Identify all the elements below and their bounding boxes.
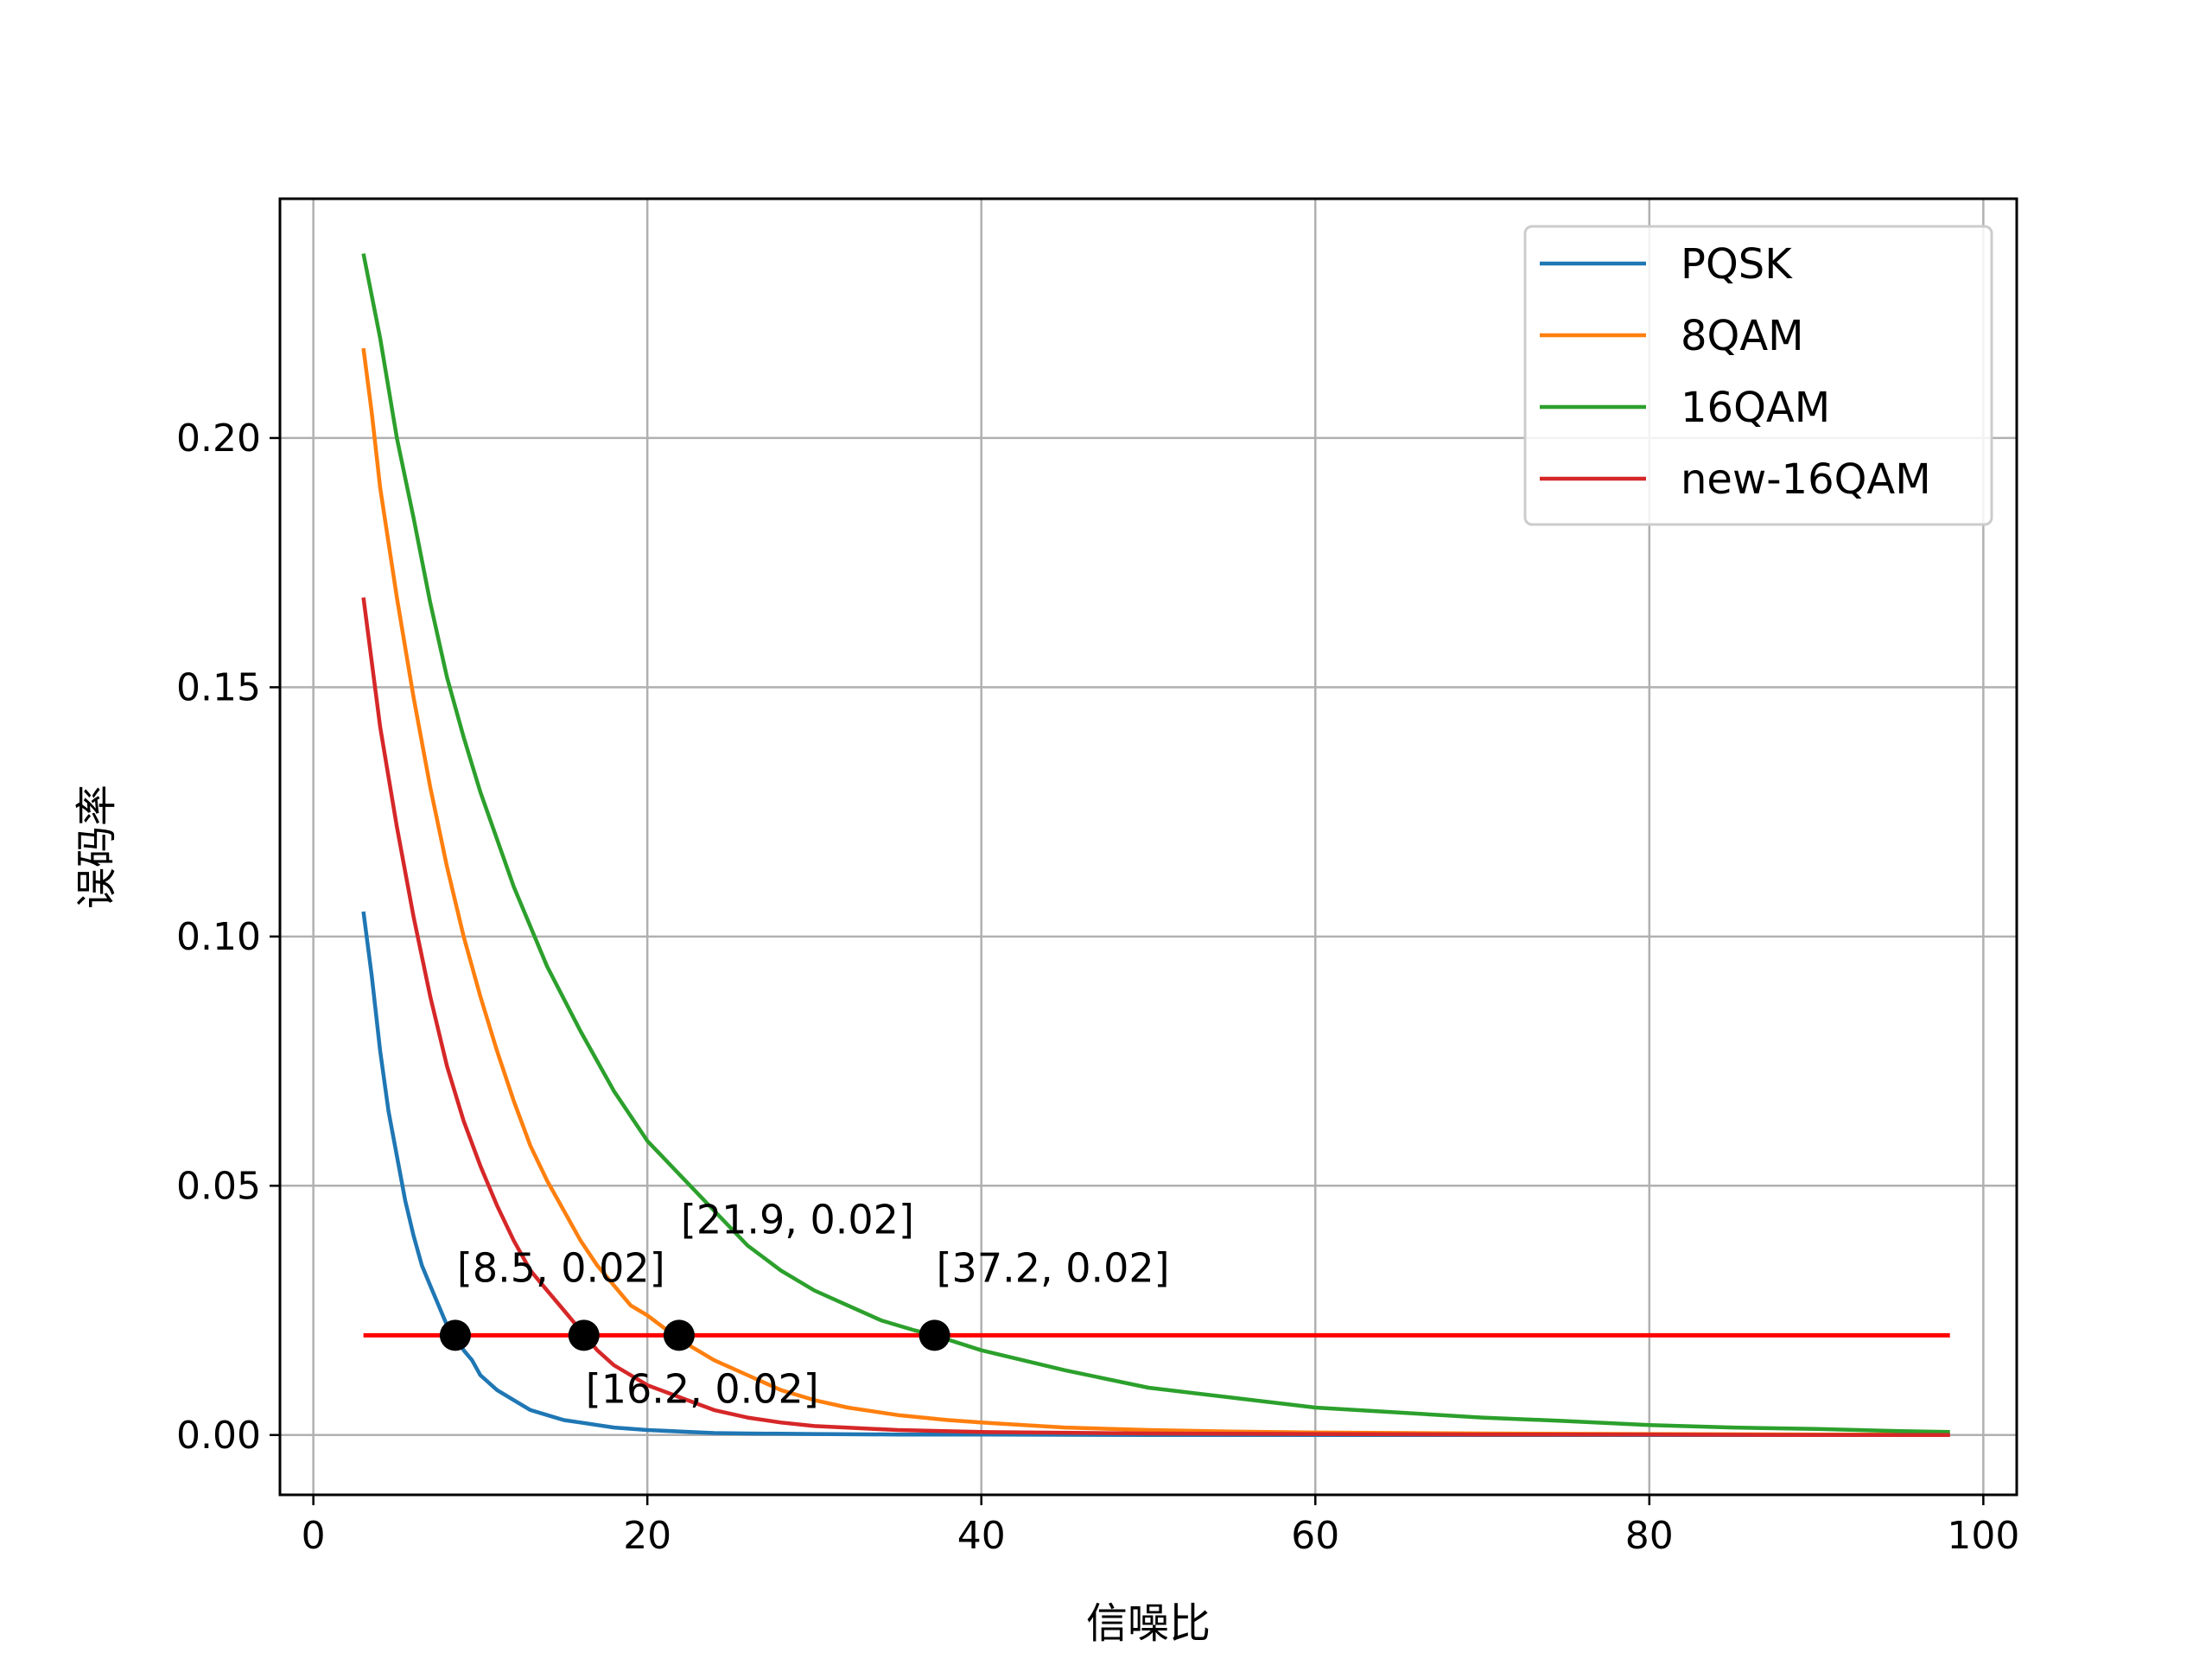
legend-entry: new-16QAM [1681, 455, 1931, 504]
x-tick-label: 40 [957, 1514, 1006, 1558]
y-tick-label: 0.00 [176, 1414, 261, 1458]
x-axis-label: 信噪比 [1086, 1599, 1211, 1648]
marker-point [663, 1319, 695, 1351]
marker-label: [8.5, 0.02] [457, 1244, 665, 1291]
legend: PQSK 8QAM 16QAM new-16QAM [1523, 225, 1993, 526]
y-tick-label: 0.05 [176, 1164, 261, 1208]
x-axis-ticks: 0 20 40 60 80 100 [302, 1495, 2019, 1558]
y-axis-label: 误码率 [73, 785, 121, 909]
marker-points [439, 1319, 950, 1351]
series-line-16qam [361, 253, 1950, 1434]
y-tick-label: 0.15 [176, 665, 261, 709]
marker-point [918, 1319, 950, 1351]
series-lines [361, 253, 1950, 1438]
legend-entry: PQSK [1681, 240, 1793, 289]
x-tick-label: 100 [1947, 1514, 2019, 1558]
x-tick-label: 0 [302, 1514, 326, 1558]
marker-label: [16.2, 0.02] [586, 1365, 819, 1412]
y-axis-ticks: 0.00 0.05 0.10 0.15 0.20 [176, 416, 280, 1458]
y-tick-label: 0.20 [176, 416, 261, 461]
x-tick-label: 80 [1625, 1514, 1674, 1558]
marker-annotations: [8.5, 0.02] [16.2, 0.02] [21.9, 0.02] [37.2… [457, 1196, 1170, 1412]
y-tick-label: 0.10 [176, 915, 261, 959]
series-line-pqsk [361, 911, 1950, 1438]
legend-box [1523, 225, 1993, 526]
plot-frame [278, 197, 2018, 1497]
marker-point [439, 1319, 471, 1351]
series-line-new-16qam [361, 597, 1950, 1438]
series-line-8qam [361, 347, 1950, 1437]
legend-entry: 16QAM [1681, 384, 1830, 432]
marker-point [568, 1319, 600, 1351]
legend-entry: 8QAM [1681, 312, 1804, 360]
marker-label: [21.9, 0.02] [681, 1196, 914, 1243]
x-tick-label: 60 [1291, 1514, 1339, 1558]
x-tick-label: 20 [623, 1514, 671, 1558]
marker-label: [37.2, 0.02] [937, 1244, 1170, 1291]
